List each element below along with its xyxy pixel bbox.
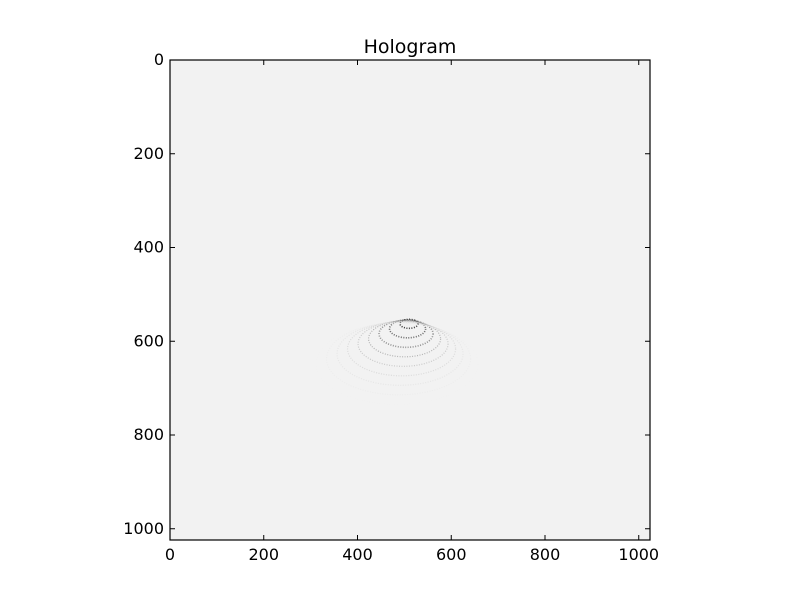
- x-tick-label: 400: [342, 545, 373, 564]
- y-tick-label: 1000: [123, 519, 164, 538]
- fringe-ring: [325, 322, 472, 396]
- fringe-ring: [378, 319, 434, 349]
- x-axis: 0 200 400 600 800 1000: [165, 60, 659, 564]
- x-tick-label: 800: [530, 545, 561, 564]
- hologram-image-background: [170, 60, 650, 540]
- fringe-ring: [388, 319, 427, 339]
- axes-frame: [169, 59, 651, 541]
- y-tick-label: 400: [133, 238, 164, 257]
- fringe-ring: [399, 318, 419, 330]
- y-tick-label: 800: [133, 425, 164, 444]
- fringe-ring: [367, 320, 442, 358]
- y-tick-label: 0: [154, 50, 164, 69]
- chart-title: Hologram: [364, 36, 457, 58]
- x-tick-label: 600: [436, 545, 467, 564]
- fringe-ring: [315, 322, 479, 405]
- y-tick-label: 600: [133, 331, 164, 350]
- plot-area: [170, 60, 650, 540]
- hologram-fringe-pattern: [315, 318, 479, 405]
- x-tick-label: 200: [248, 545, 279, 564]
- y-tick-label: 200: [133, 144, 164, 163]
- y-axis: 0 200 400 600 800 1000: [123, 50, 650, 538]
- x-tick-label: 0: [165, 545, 175, 564]
- x-tick-label: 1000: [618, 545, 659, 564]
- fringe-ring: [336, 321, 464, 386]
- fringe-ring: [357, 320, 449, 367]
